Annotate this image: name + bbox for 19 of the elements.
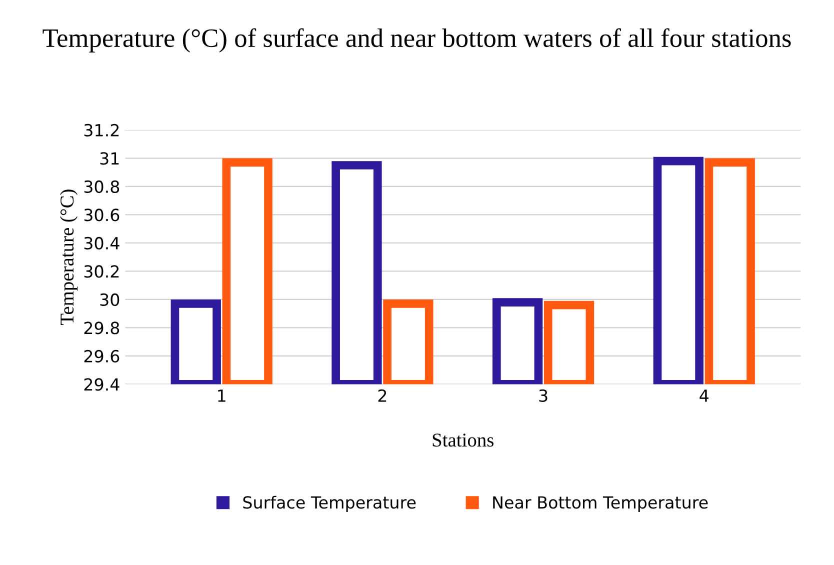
y-tick-label: 31.2 xyxy=(84,124,119,137)
x-tick-label: 4 xyxy=(700,390,708,402)
y-tick-label: 29.4 xyxy=(84,378,120,391)
y-tick-label: 30.4 xyxy=(84,236,120,250)
y-tick-label: 29.8 xyxy=(84,322,120,334)
y-tick-label: 29.6 xyxy=(84,350,120,363)
x-tick-label: 2 xyxy=(378,389,386,402)
x-tick-label: 3 xyxy=(539,389,548,402)
x-axis-title: Stations xyxy=(432,434,494,447)
legend-label: Surface Temperature xyxy=(243,496,416,512)
y-tick-label: 30.8 xyxy=(84,180,120,194)
y-tick-label: 31 xyxy=(100,152,119,165)
legend-label: Near Bottom Temperature xyxy=(493,496,708,512)
y-tick-label: 30.6 xyxy=(84,208,120,222)
y-tick-label: 30 xyxy=(100,293,120,306)
chart-title: Temperature (°C) of surface and near bottom waters of all four stations xyxy=(42,28,791,52)
x-tick-label: 1 xyxy=(218,390,226,402)
y-tick-label: 30.2 xyxy=(84,265,119,278)
y-axis-title: Temperature (°C) xyxy=(60,190,78,325)
